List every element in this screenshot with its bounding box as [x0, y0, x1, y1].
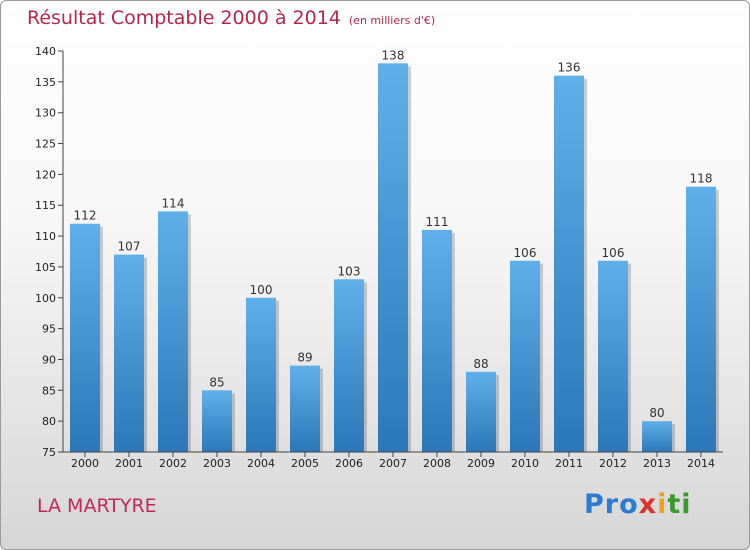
data-label-2005: 89	[297, 351, 312, 365]
y-tick-label-80: 80	[42, 415, 56, 428]
x-tick-label-2007: 2007	[379, 457, 407, 470]
x-tick-label-2009: 2009	[467, 457, 495, 470]
y-tick-label-130: 130	[35, 107, 56, 120]
y-tick-label-105: 105	[35, 261, 56, 274]
y-tick-label-120: 120	[35, 168, 56, 181]
x-tick-label-2011: 2011	[555, 457, 583, 470]
bar-2006	[334, 279, 364, 452]
bar-2003	[202, 390, 232, 452]
x-tick-label-2002: 2002	[159, 457, 187, 470]
x-tick-label-2005: 2005	[291, 457, 319, 470]
chart-unit: (en milliers d'€)	[348, 14, 436, 27]
bar-2000	[70, 223, 100, 452]
x-tick-label-2004: 2004	[247, 457, 275, 470]
x-tick-label-2008: 2008	[423, 457, 451, 470]
data-label-2010: 106	[514, 246, 537, 260]
bar-2011	[554, 75, 584, 452]
proxiti-logo: Proxiti	[584, 489, 692, 520]
x-tick-label-2000: 2000	[71, 457, 99, 470]
data-label-2001: 107	[118, 240, 141, 254]
data-label-2007: 138	[382, 48, 405, 62]
y-tick-label-110: 110	[35, 230, 56, 243]
bar-2005	[290, 365, 320, 452]
y-tick-label-125: 125	[35, 138, 56, 151]
chart-title: Résultat Comptable 2000 à 2014 (en millie…	[27, 7, 435, 29]
commune-name: LA MARTYRE	[37, 495, 157, 517]
y-tick-label-115: 115	[35, 199, 56, 212]
data-label-2012: 106	[602, 246, 625, 260]
x-tick-label-2001: 2001	[115, 457, 143, 470]
data-label-2000: 112	[74, 209, 97, 223]
data-label-2004: 100	[250, 283, 273, 297]
y-tick-label-90: 90	[42, 353, 56, 366]
x-tick-label-2010: 2010	[511, 457, 539, 470]
y-tick-label-100: 100	[35, 292, 56, 305]
y-tick-label-135: 135	[35, 76, 56, 89]
bar-2007	[378, 63, 408, 452]
bar-2013	[642, 421, 672, 452]
data-label-2011: 136	[558, 61, 581, 75]
data-label-2008: 111	[426, 215, 449, 229]
bar-2014	[686, 186, 716, 452]
x-tick-label-2003: 2003	[203, 457, 231, 470]
bar-2002	[158, 211, 188, 452]
data-label-2013: 80	[649, 406, 664, 420]
data-label-2002: 114	[162, 196, 185, 210]
bar-2009	[466, 371, 496, 452]
y-tick-label-95: 95	[42, 323, 56, 336]
y-tick-label-75: 75	[42, 446, 56, 459]
y-tick-label-140: 140	[35, 45, 56, 58]
data-label-2009: 88	[473, 357, 488, 371]
data-label-2014: 118	[690, 172, 713, 186]
bar-2010	[510, 260, 540, 452]
bar-2008	[422, 229, 452, 452]
x-tick-label-2012: 2012	[599, 457, 627, 470]
bar-2001	[114, 254, 144, 452]
data-label-2003: 85	[209, 375, 224, 389]
bar-2004	[246, 297, 276, 452]
x-tick-label-2006: 2006	[335, 457, 363, 470]
x-tick-label-2014: 2014	[687, 457, 715, 470]
y-tick-label-85: 85	[42, 384, 56, 397]
x-tick-label-2013: 2013	[643, 457, 671, 470]
data-label-2006: 103	[338, 264, 361, 278]
chart-title-text: Résultat Comptable 2000 à 2014	[27, 7, 341, 29]
bar-2012	[598, 260, 628, 452]
